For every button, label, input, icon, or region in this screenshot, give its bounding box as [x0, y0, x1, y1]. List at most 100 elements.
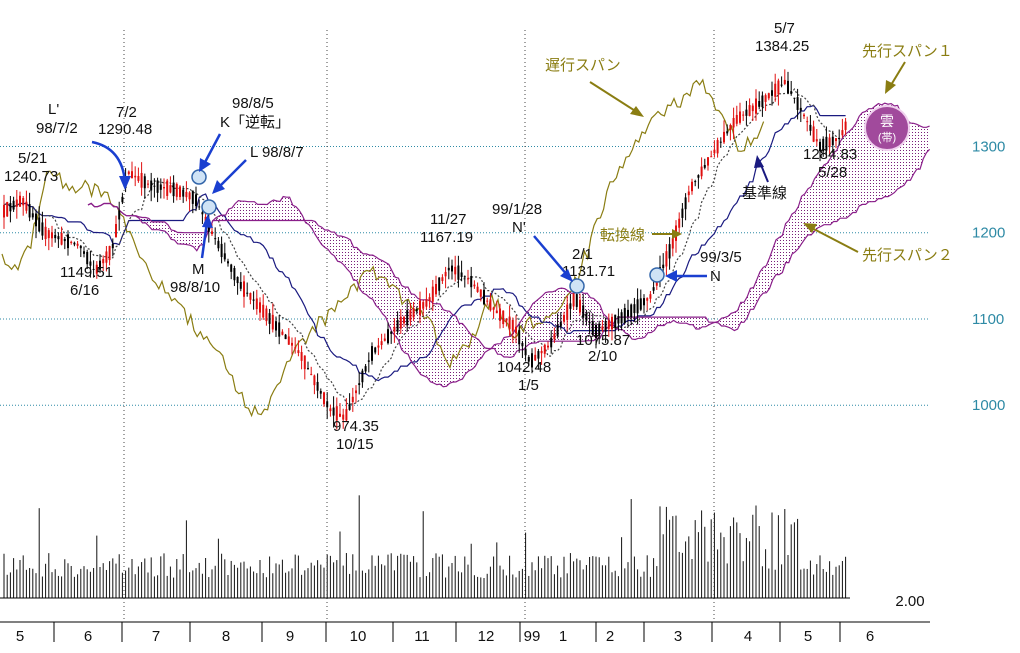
candle-body [399, 316, 402, 329]
chikou-arrow-head [630, 106, 644, 117]
candle-body [489, 299, 492, 311]
candle-body [739, 111, 741, 123]
candle-body [569, 303, 572, 309]
candle-body [822, 138, 825, 152]
month-label: 9 [286, 628, 294, 645]
candle-body [716, 140, 719, 154]
candle-body [156, 180, 159, 193]
month-label: 6 [866, 628, 874, 645]
price-label-1127-date: 11/27 [430, 211, 466, 228]
candle-body [185, 191, 188, 198]
candle-body [12, 200, 15, 210]
candle-body [486, 300, 489, 302]
month-label: 7 [152, 628, 160, 645]
candle-body [6, 201, 9, 217]
price-label-0521-value: 1240.73 [4, 168, 58, 185]
candle-body [838, 138, 841, 140]
price-tick-label: 1000 [972, 397, 1005, 414]
candle-body [118, 210, 121, 220]
candle-body [483, 289, 485, 305]
candle-body [662, 264, 665, 269]
candle-body [403, 317, 405, 324]
arrow-l [217, 159, 247, 189]
month-label: 10 [350, 628, 367, 645]
senkou1-arrow-head [885, 80, 896, 94]
candle-body [524, 348, 527, 356]
arrow-l-prime-head [119, 176, 131, 190]
candle-body [284, 334, 287, 340]
candle-body [15, 199, 18, 207]
candle-body [198, 206, 201, 208]
candle-body [361, 370, 364, 383]
candle-body [287, 336, 290, 345]
candle-body [300, 352, 303, 361]
candle-body [521, 342, 524, 347]
candle-body [271, 314, 274, 330]
candle-body [195, 194, 197, 207]
senkou2-arrow [807, 225, 859, 253]
candle-body [422, 302, 425, 309]
candle-body [326, 401, 329, 408]
signal-circle-n-prime [569, 278, 585, 294]
price-tick-label: 1200 [972, 225, 1005, 242]
candle-body [307, 368, 309, 370]
tenkan-arrow-head [672, 229, 682, 239]
candle-body [687, 191, 690, 196]
candle-body [783, 79, 786, 85]
candle-body [582, 305, 585, 318]
candle-body [201, 212, 204, 215]
candle-body [825, 136, 828, 151]
signal-label-l-1: L 98/8/7 [250, 144, 304, 161]
price-label-0616-date: 6/16 [70, 282, 99, 299]
candle-body [111, 243, 114, 249]
candle-body [735, 114, 738, 124]
candle-body [633, 304, 636, 314]
candle-body [191, 190, 194, 204]
candle-body [252, 299, 255, 301]
candle-body [211, 231, 213, 235]
candle-body [319, 390, 322, 394]
candle-body [787, 80, 789, 94]
arrow-n-prime [533, 235, 569, 277]
candle-body [841, 130, 844, 136]
candle-body [617, 316, 620, 324]
candle-body [281, 331, 284, 335]
candle-body [169, 185, 172, 193]
month-label: 6 [84, 628, 92, 645]
candle-body [367, 360, 370, 362]
candle-body [147, 183, 149, 185]
signal-label-m-2: 98/8/10 [170, 279, 220, 296]
candle-body [591, 321, 594, 336]
kumo-emblem-circle [864, 105, 910, 151]
candle-body [230, 264, 233, 272]
candle-body [188, 192, 191, 200]
price-label-0210-value: 1075.87 [576, 332, 630, 349]
candle-body [723, 131, 725, 143]
candle-body [748, 105, 751, 116]
price-label-0507-date: 5/7 [774, 20, 795, 37]
month-label: 5 [804, 628, 812, 645]
candle-body [438, 277, 441, 291]
candle-body [460, 272, 463, 277]
candle-body [463, 276, 466, 278]
candle-body [611, 316, 613, 330]
candle-body [831, 136, 834, 146]
candle-body [236, 276, 239, 284]
candle-body [313, 375, 316, 386]
candle-body [131, 171, 133, 179]
chikou-arrow [589, 81, 641, 115]
candle-body [67, 234, 69, 249]
signal-label-l-prime-1: L' [48, 101, 59, 118]
candle-body [601, 326, 604, 330]
candle-body [51, 232, 53, 239]
candle-body [137, 176, 140, 181]
price-label-0616-value: 1149.51 [60, 264, 113, 281]
signal-label-l-prime-2: 98/7/2 [36, 120, 78, 137]
candle-body [467, 278, 469, 280]
candle-body [380, 341, 383, 346]
candle-body [799, 107, 802, 111]
candle-body [697, 175, 700, 178]
candle-body [163, 187, 165, 189]
candle-body [44, 226, 47, 240]
